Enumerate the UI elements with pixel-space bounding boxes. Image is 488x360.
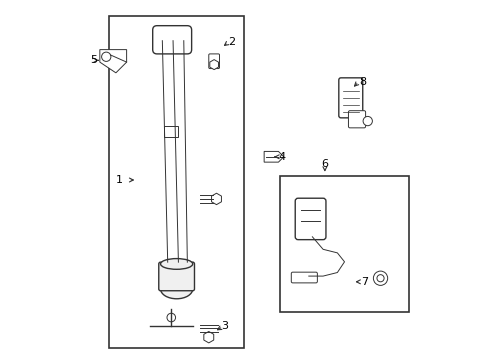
Text: 8: 8 xyxy=(358,77,365,87)
Polygon shape xyxy=(100,50,126,73)
Text: 3: 3 xyxy=(221,321,228,332)
Text: 5: 5 xyxy=(90,55,97,65)
Text: 4: 4 xyxy=(278,152,285,162)
FancyBboxPatch shape xyxy=(152,26,191,54)
Text: 2: 2 xyxy=(228,37,235,48)
Bar xyxy=(164,126,178,137)
Circle shape xyxy=(376,275,383,282)
Circle shape xyxy=(166,313,175,322)
FancyBboxPatch shape xyxy=(208,54,219,68)
Text: 1: 1 xyxy=(116,175,123,185)
Text: 7: 7 xyxy=(360,277,367,287)
FancyBboxPatch shape xyxy=(338,78,362,118)
FancyBboxPatch shape xyxy=(348,111,365,128)
FancyBboxPatch shape xyxy=(159,262,194,291)
Text: 6: 6 xyxy=(321,159,328,169)
Bar xyxy=(108,16,244,348)
Ellipse shape xyxy=(160,258,192,269)
Circle shape xyxy=(363,116,372,126)
FancyBboxPatch shape xyxy=(291,272,317,283)
Circle shape xyxy=(373,271,387,285)
Circle shape xyxy=(102,52,111,62)
Ellipse shape xyxy=(160,279,192,299)
Polygon shape xyxy=(264,152,283,162)
FancyBboxPatch shape xyxy=(295,198,325,240)
Bar xyxy=(280,176,408,312)
